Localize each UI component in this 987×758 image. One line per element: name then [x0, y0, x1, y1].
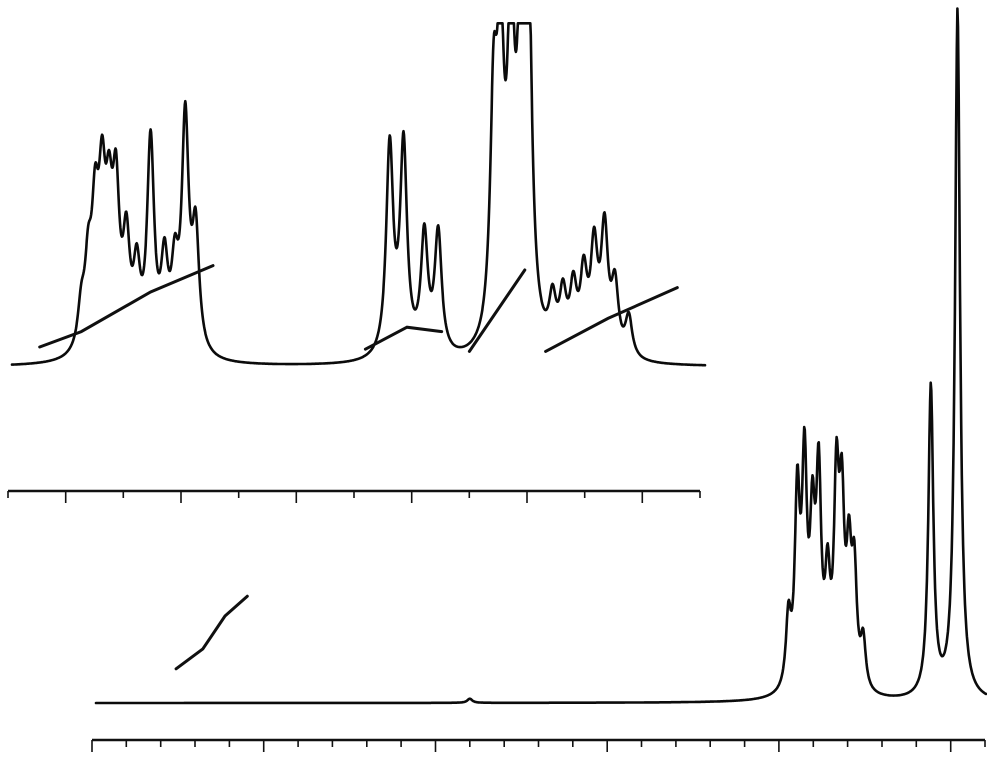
expanded-spectrum-panel	[7, 22, 707, 503]
expanded-x-axis-ticks	[7, 491, 701, 503]
expanded-integral-trace	[38, 264, 679, 353]
full-x-axis-ticks	[91, 740, 986, 752]
expanded-spectrum-trace	[10, 22, 707, 367]
full-spectrum-trace	[94, 7, 987, 705]
full-integral-trace	[174, 594, 249, 671]
full-spectrum-panel	[91, 7, 987, 752]
